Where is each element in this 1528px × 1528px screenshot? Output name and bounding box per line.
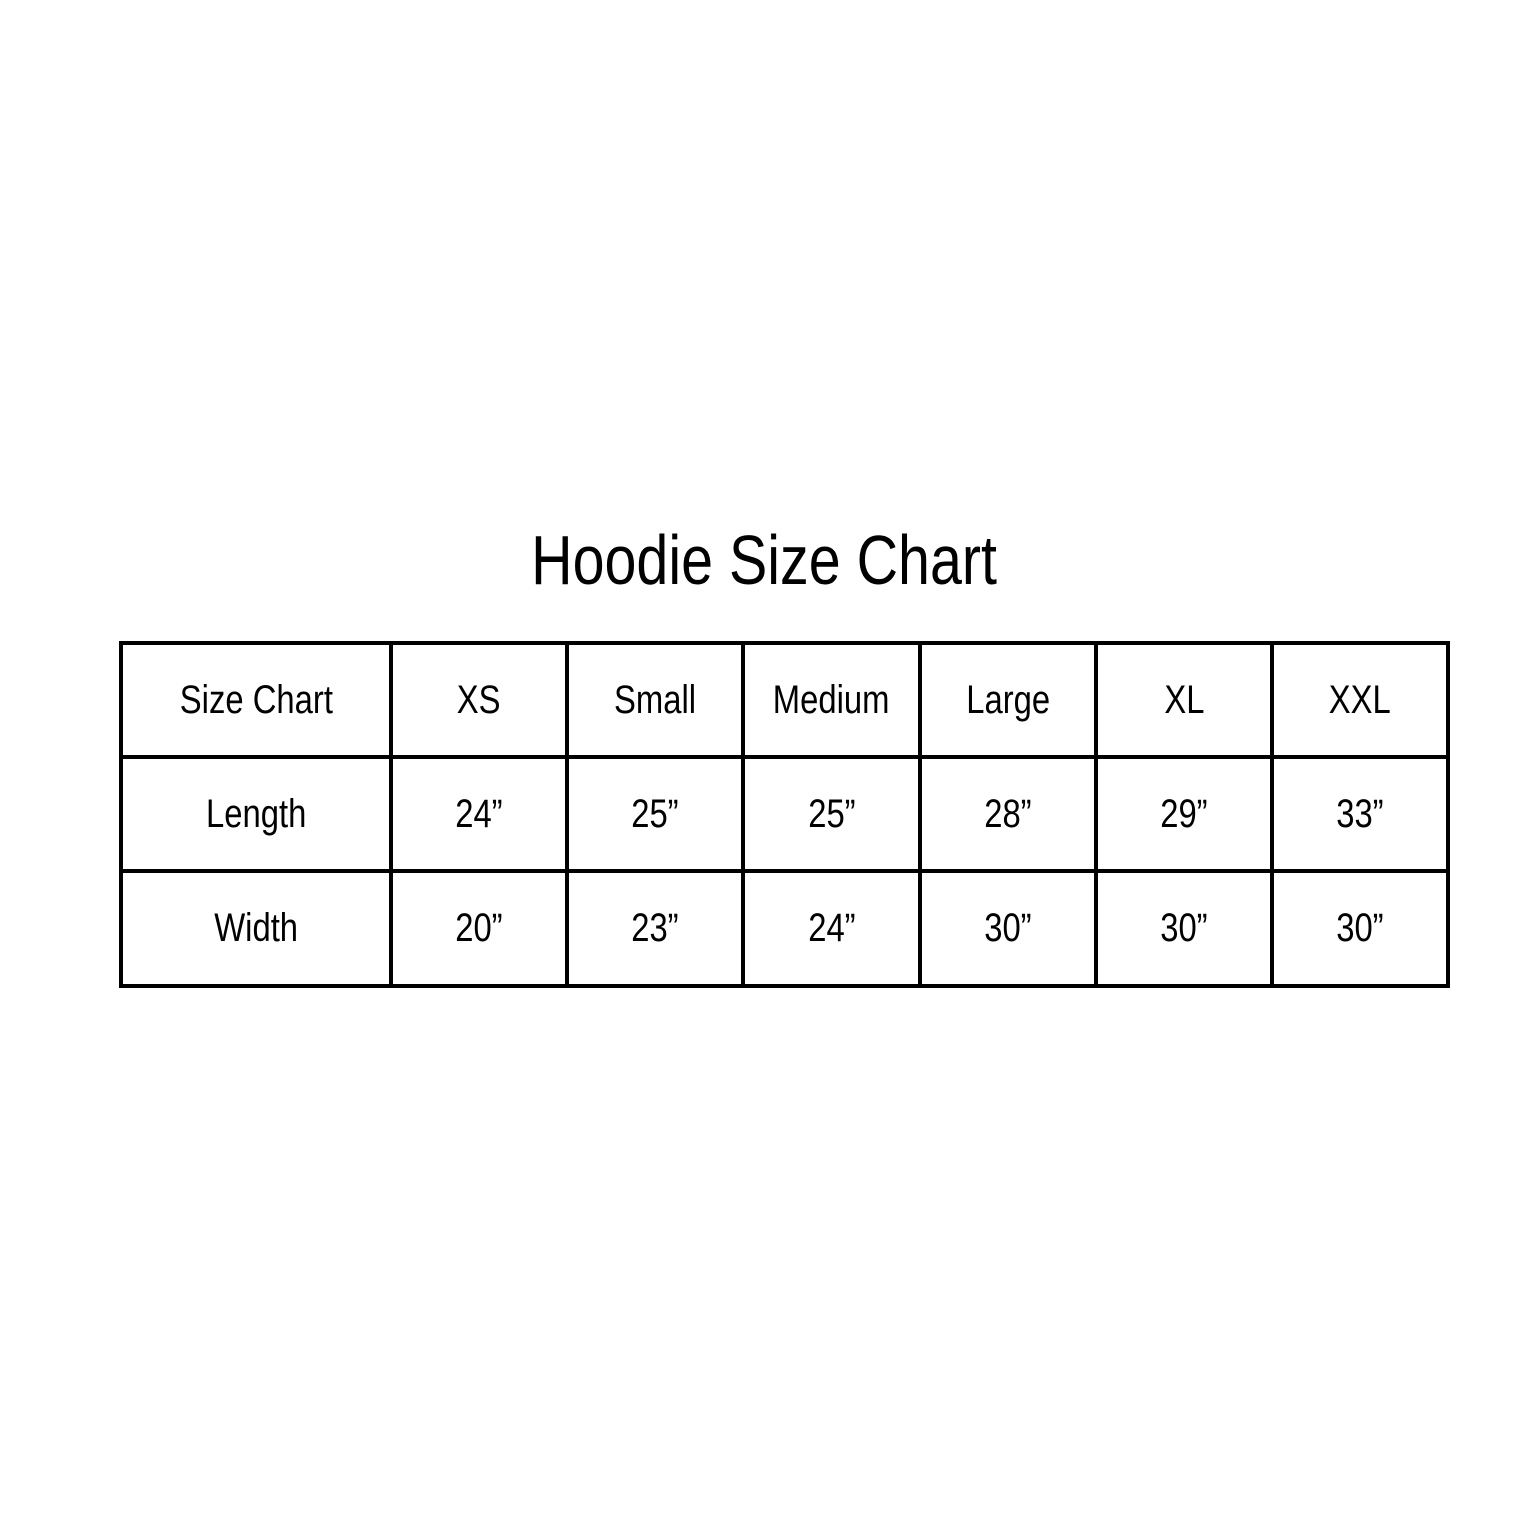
header-cell: Small (569, 645, 741, 755)
cell-text: Medium (773, 677, 890, 722)
table-cell: 33” (1274, 759, 1446, 869)
title-text: Hoodie Size Chart (531, 521, 997, 599)
header-cell: Large (922, 645, 1094, 755)
cell-text: 29” (1160, 791, 1208, 836)
cell-text: Small (613, 677, 697, 722)
table-cell: 30” (922, 873, 1094, 984)
cell-text: 30” (1336, 906, 1384, 950)
cell-text: 33” (1336, 791, 1384, 836)
cell-text: 24” (807, 906, 856, 950)
table-cell: 25” (569, 759, 741, 869)
cell-text: 28” (984, 791, 1032, 836)
cell-text: 23” (631, 906, 679, 950)
cell-text: Width (214, 906, 298, 950)
cell-text: Large (966, 677, 1050, 722)
header-cell: XXL (1274, 645, 1446, 755)
table-cell: 30” (1098, 873, 1270, 984)
table-cell: 23” (569, 873, 741, 984)
cell-text: XXL (1328, 677, 1391, 722)
cell-text: 20” (455, 906, 503, 950)
cell-text: 30” (984, 906, 1032, 950)
cell-text: 24” (455, 791, 503, 836)
header-cell: Medium (745, 645, 918, 755)
cell-text: XS (457, 677, 501, 722)
header-cell: XS (393, 645, 565, 755)
table-cell: 24” (745, 873, 918, 984)
header-cell: XL (1098, 645, 1270, 755)
cell-text: Length (205, 791, 307, 836)
size-chart-table: Size Chart XS Small Medium Large XL XXL Length 2… (119, 641, 1450, 988)
table-cell: 25” (745, 759, 918, 869)
table-cell: 30” (1274, 873, 1446, 984)
row-label-cell: Length (123, 759, 389, 869)
cell-text: Size Chart (179, 677, 333, 722)
table-cell: 20” (393, 873, 565, 984)
header-corner-cell: Size Chart (123, 645, 389, 755)
cell-text: XL (1163, 677, 1205, 722)
cell-text: 25” (631, 791, 679, 836)
page-title: Hoodie Size Chart (0, 520, 1528, 600)
table-cell: 29” (1098, 759, 1270, 869)
table-cell: 28” (922, 759, 1094, 869)
cell-text: 30” (1160, 906, 1208, 950)
cell-text: 25” (807, 791, 856, 836)
table-cell: 24” (393, 759, 565, 869)
row-label-cell: Width (123, 873, 389, 984)
